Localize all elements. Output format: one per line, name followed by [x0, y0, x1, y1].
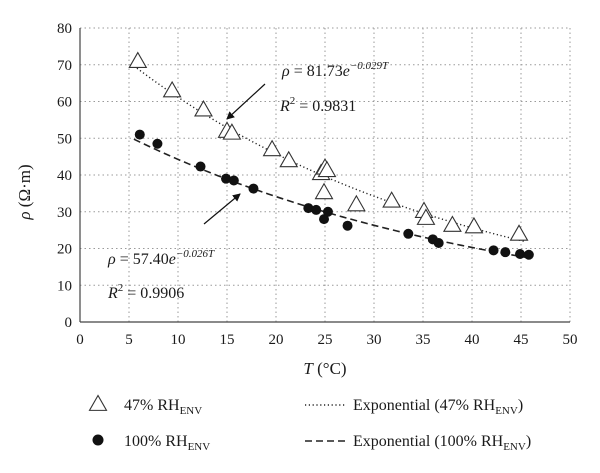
point-47 — [222, 123, 242, 140]
x-axis-label: T (°C) — [303, 359, 346, 378]
point-47 — [416, 208, 436, 225]
equation-100: ρ = 57.40e−0.026T — [107, 248, 215, 268]
point-47 — [382, 191, 402, 208]
axes — [79, 28, 570, 323]
x-tick-labels: 0 5 10 15 20 25 30 35 40 45 50 — [76, 332, 577, 348]
point-47 — [442, 215, 462, 232]
y-tick-label: 40 — [57, 168, 72, 184]
point-100 — [152, 138, 163, 149]
point-47 — [509, 224, 529, 241]
y-tick-label: 0 — [65, 315, 73, 331]
point-100 — [221, 173, 232, 184]
y-tick-label: 30 — [57, 205, 72, 221]
point-100 — [228, 175, 239, 186]
y-tick-label: 20 — [57, 242, 72, 258]
point-100 — [523, 249, 534, 260]
data-points — [128, 51, 534, 260]
x-tick-label: 50 — [563, 332, 578, 348]
y-tick-labels: 0 10 20 30 40 50 60 70 80 — [57, 21, 72, 331]
x-tick-label: 40 — [465, 332, 480, 348]
point-100 — [515, 249, 526, 260]
point-47 — [279, 150, 299, 168]
arrow-47 — [226, 83, 266, 120]
x-tick-label: 35 — [416, 332, 431, 348]
legend-label-trend-47: Exponential (47% RHENV) — [353, 397, 523, 417]
point-47 — [128, 51, 148, 68]
point-47 — [464, 216, 484, 234]
point-100 — [311, 204, 322, 215]
x-tick-label: 45 — [514, 332, 529, 348]
point-100 — [319, 214, 330, 225]
annotations: ρ = 81.73e−0.029T R2 = 0.9831 ρ = 57.40e−0… — [107, 60, 389, 302]
point-47 — [194, 99, 213, 117]
point-100 — [433, 237, 444, 248]
point-100 — [403, 228, 414, 239]
point-100 — [500, 247, 511, 258]
point-47 — [346, 194, 366, 212]
x-tick-label: 25 — [318, 332, 333, 348]
legend-marker-100 — [92, 434, 104, 446]
x-tick-label: 30 — [367, 332, 382, 348]
equation-47: ρ = 81.73e−0.029T — [281, 60, 389, 80]
legend-marker-47 — [88, 394, 108, 411]
point-47 — [262, 139, 282, 157]
x-tick-label: 20 — [269, 332, 284, 348]
x-tick-label: 0 — [76, 332, 84, 348]
point-100 — [303, 203, 314, 214]
r-squared-100: R2 = 0.9906 — [107, 282, 184, 302]
y-tick-label: 80 — [57, 21, 72, 37]
point-100 — [322, 206, 333, 217]
legend-label-trend-100: Exponential (100% RHENV) — [353, 433, 531, 453]
point-100 — [342, 220, 353, 231]
point-100 — [488, 245, 499, 256]
grid — [80, 27, 571, 322]
point-47 — [314, 182, 334, 200]
r-squared-47: R2 = 0.9831 — [279, 95, 356, 115]
arrow-100 — [203, 193, 241, 225]
legend: 47% RHENV 100% RHENV Exponential (47% RHEN… — [88, 394, 531, 453]
trendline-47 — [133, 65, 527, 243]
legend-label-47: 47% RHENV — [124, 397, 202, 417]
legend-label-100: 100% RHENV — [124, 433, 210, 453]
x-tick-label: 15 — [220, 332, 235, 348]
x-tick-label: 5 — [125, 332, 133, 348]
y-tick-label: 70 — [57, 58, 72, 74]
x-tick-label: 10 — [171, 332, 186, 348]
point-47 — [162, 80, 182, 98]
point-47 — [317, 160, 337, 178]
point-100 — [134, 129, 145, 140]
point-100 — [248, 183, 259, 194]
y-axis-label: ρ (Ω·m) — [15, 164, 34, 220]
y-tick-label: 60 — [57, 95, 72, 111]
y-tick-label: 50 — [57, 131, 72, 147]
point-100 — [195, 161, 206, 172]
y-tick-label: 10 — [57, 278, 72, 294]
